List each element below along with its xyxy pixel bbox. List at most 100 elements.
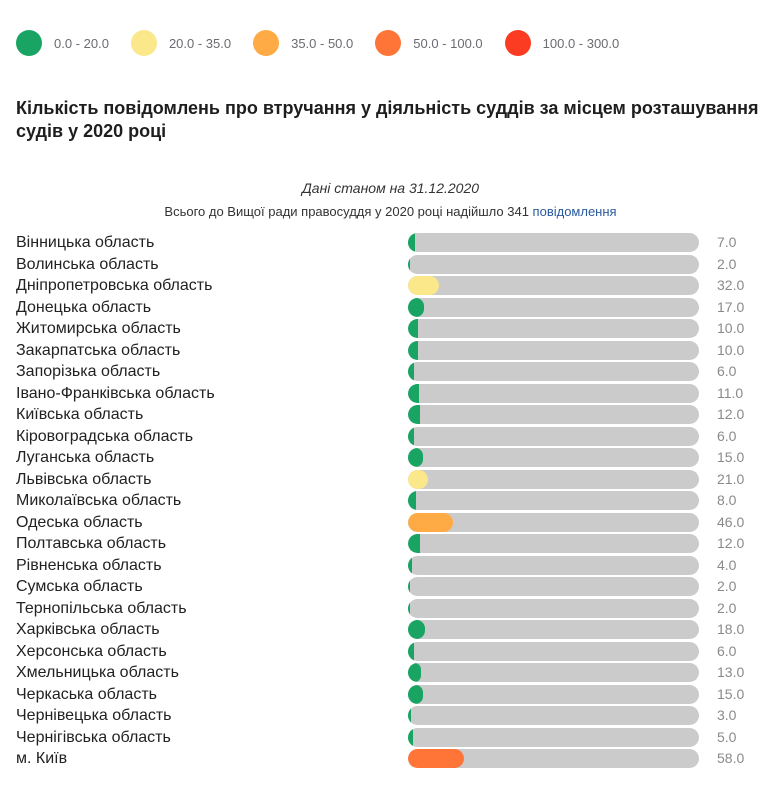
category-label: Полтавська область: [16, 535, 167, 552]
bar[interactable]: [408, 620, 426, 639]
bar-row: Хмельницька область 13.0: [0, 662, 781, 684]
bar[interactable]: [408, 512, 453, 532]
category-label: Миколаївська область: [16, 492, 182, 509]
value-label: 58.0: [717, 750, 745, 766]
bar[interactable]: [408, 555, 412, 575]
legend-item[interactable]: 20.0 - 35.0: [130, 30, 231, 56]
value-label: 8.0: [717, 492, 737, 508]
bar[interactable]: [408, 426, 414, 446]
bar-track: [408, 534, 699, 553]
legend-color-dot-icon: [130, 30, 157, 56]
value-label: 6.0: [717, 363, 737, 379]
value-label: 21.0: [717, 470, 745, 487]
bar[interactable]: [408, 233, 415, 252]
value-label: 2.0: [717, 255, 737, 272]
bar[interactable]: [408, 448, 423, 467]
bar[interactable]: [408, 684, 423, 704]
value-label: 2.0: [717, 578, 737, 594]
bar-row: Одеська область 46.0: [0, 512, 781, 534]
bar-row: Закарпатська область 10.0: [0, 340, 781, 362]
bar-row: Донецька область 17.0: [0, 297, 781, 319]
legend-item[interactable]: 0.0 - 20.0: [16, 30, 109, 56]
value-label: 46.0: [717, 513, 745, 530]
value-label: 17.0: [717, 298, 745, 315]
bar[interactable]: [408, 598, 410, 618]
bar-row: Черкаська область 15.0: [0, 684, 781, 706]
bar-track: [408, 276, 699, 295]
category-label: Івано-Франківська область: [16, 384, 215, 402]
bar[interactable]: [408, 534, 420, 553]
value-label: 5.0: [717, 728, 737, 745]
bar-track: [408, 620, 699, 639]
bar-row: Львівська область 21.0: [0, 469, 781, 491]
bar-track: [408, 706, 699, 725]
bar[interactable]: [408, 706, 411, 725]
value-label: 3.0: [717, 707, 737, 723]
total-link[interactable]: повідомлення: [532, 204, 617, 219]
category-label: Чернівецька область: [16, 707, 172, 724]
legend-color-dot-icon: [504, 30, 531, 56]
category-label: Луганська область: [16, 449, 155, 466]
category-label: Вінницька область: [16, 234, 155, 251]
bar-row: Дніпропетровська область 32.0: [0, 275, 781, 297]
category-label: Кіровоградська область: [16, 427, 194, 445]
legend-color-dot-icon: [253, 30, 280, 56]
bar-track: [408, 641, 699, 661]
value-label: 6.0: [717, 427, 737, 444]
category-label: Житомирська область: [16, 320, 181, 337]
value-label: 7.0: [717, 234, 737, 250]
bar-track: [408, 598, 699, 618]
bar[interactable]: [408, 254, 410, 274]
bar[interactable]: [408, 340, 418, 360]
data-date-subtitle: Дані станом на 31.12.2020: [301, 180, 480, 196]
category-label: Черкаська область: [16, 685, 157, 703]
bar[interactable]: [408, 577, 410, 596]
bar[interactable]: [408, 727, 413, 747]
category-label: м. Київ: [16, 750, 68, 767]
bar[interactable]: [408, 276, 440, 295]
bar-track: [408, 340, 699, 360]
legend-item[interactable]: 100.0 - 300.0: [504, 30, 620, 56]
legend-label: 100.0 - 300.0: [542, 35, 620, 51]
bar-track: [408, 362, 699, 381]
value-label: 10.0: [717, 320, 745, 336]
bar[interactable]: [408, 383, 419, 403]
bar[interactable]: [408, 491, 416, 510]
category-label: Волинська область: [16, 255, 159, 273]
bar-track: [408, 383, 699, 403]
value-label: 4.0: [717, 556, 737, 573]
category-label: Харківська область: [16, 621, 160, 638]
bar-track: [408, 469, 699, 489]
bar[interactable]: [408, 469, 429, 489]
legend-item[interactable]: 35.0 - 50.0: [253, 30, 353, 56]
bar-row: Чернівецька область 3.0: [0, 705, 781, 727]
bar[interactable]: [408, 297, 425, 317]
value-label: 10.0: [717, 341, 745, 358]
bar-row: Рівненська область 4.0: [0, 555, 781, 577]
bar-row: Вінницька область 7.0: [0, 232, 781, 254]
bar-row: Луганська область 15.0: [0, 447, 781, 469]
bar-row: Сумська область 2.0: [0, 576, 781, 598]
bar-track: [408, 491, 699, 510]
bar[interactable]: [408, 641, 414, 661]
category-label: Львівська область: [16, 470, 152, 488]
value-label: 32.0: [717, 277, 745, 293]
bar[interactable]: [408, 362, 414, 381]
bar-track: [408, 405, 699, 424]
bar-track: [408, 663, 699, 682]
bar[interactable]: [408, 749, 465, 768]
legend-item[interactable]: 50.0 - 100.0: [375, 30, 483, 56]
category-label: Донецька область: [16, 298, 152, 316]
bar-track: [408, 448, 699, 467]
bar-row: м. Київ 58.0: [0, 748, 781, 770]
category-label: Херсонська область: [16, 642, 167, 660]
bar-track: [408, 233, 699, 252]
bar[interactable]: [408, 405, 420, 424]
bar[interactable]: [408, 663, 421, 682]
category-label: Київська область: [16, 406, 144, 423]
bar-row: Херсонська область 6.0: [0, 641, 781, 663]
bar-track: [408, 297, 699, 317]
category-label: Тернопільська область: [16, 599, 187, 617]
bar[interactable]: [408, 319, 418, 338]
value-label: 15.0: [717, 449, 745, 465]
